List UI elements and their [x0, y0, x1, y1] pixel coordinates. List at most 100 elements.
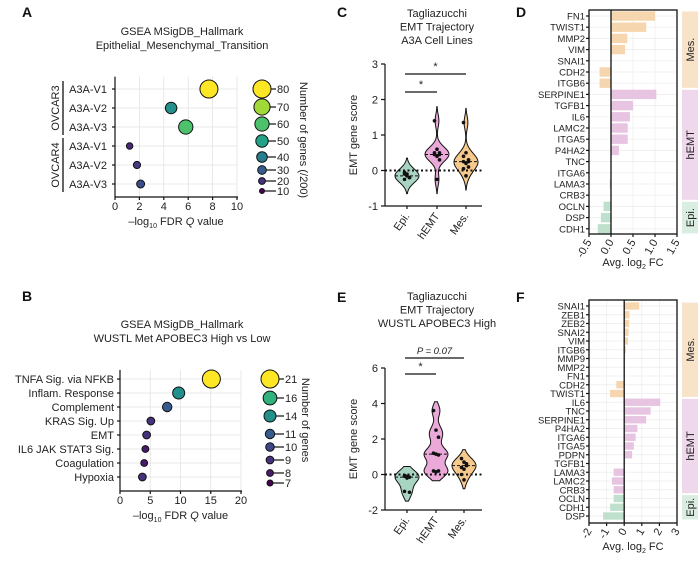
- data-point: [432, 150, 437, 155]
- x-tick-label: 15: [205, 495, 217, 507]
- data-point: [407, 175, 412, 180]
- group-strip: [682, 89, 698, 200]
- x-tick-label: 0: [112, 201, 118, 213]
- group-label: Mes.: [685, 38, 697, 62]
- gene-label: ITGA5: [558, 442, 585, 453]
- gene-label: TGFB1: [554, 101, 585, 112]
- gene-label: MMP2: [558, 363, 585, 374]
- dot-coagulation: [140, 459, 149, 467]
- y-tick-label: 0: [372, 470, 378, 482]
- gene-label: P4HA2: [555, 146, 585, 157]
- data-point: [407, 490, 412, 495]
- group-label: Epi.: [685, 208, 697, 227]
- bar-serpine1: [611, 89, 657, 100]
- gene-label: SNAI2: [558, 328, 585, 339]
- legend-swatch: [262, 390, 278, 406]
- bar-itga5: [624, 442, 634, 450]
- gene-label: LAMA3: [554, 180, 585, 191]
- data-point: [437, 158, 442, 162]
- gene-label: VIM: [568, 45, 585, 56]
- gene-label: CRB3: [560, 485, 585, 496]
- legend-swatch: [265, 442, 275, 452]
- group-strip: [682, 398, 698, 494]
- group-label: Mes.: [685, 338, 697, 362]
- group-label: hEMT: [685, 431, 697, 461]
- y-axis-label: EMT gene score: [348, 95, 360, 176]
- legend-value: 11: [285, 429, 296, 441]
- bar-cdh1: [610, 503, 625, 511]
- gene-label: CDH2: [559, 380, 585, 391]
- data-point: [436, 469, 441, 473]
- gene-label: ZEB2: [561, 319, 585, 330]
- y-tick-label: 3: [372, 59, 378, 71]
- x-axis-label-part: value: [194, 216, 223, 228]
- data-point: [437, 152, 442, 157]
- chart-title: GSEA MSigDB_Hallmark: [121, 26, 244, 38]
- legend-swatch: [258, 177, 266, 185]
- gene-label: TNC: [565, 407, 585, 418]
- legend-value: 40: [277, 152, 289, 164]
- row-label: EMT: [91, 430, 115, 442]
- bar-twist1: [610, 389, 625, 398]
- legend-value: 9: [285, 455, 291, 467]
- x-tick-label: 0.5: [621, 238, 639, 257]
- data-point: [436, 435, 441, 440]
- data-point: [459, 456, 464, 461]
- x-tick-label: 3: [669, 527, 682, 538]
- y-tick-label: 4: [372, 399, 378, 411]
- dot-emt: [142, 430, 151, 440]
- gene-label: TNC: [565, 157, 585, 168]
- legend-title: Number of genes (/200): [297, 82, 309, 198]
- panel-label: F: [516, 289, 525, 305]
- row-label: A3A-V2: [69, 160, 107, 172]
- legend-value: 70: [277, 102, 289, 114]
- dot-tnfa-sig-via-nfkb: [201, 369, 221, 389]
- legend-value: 20: [277, 176, 289, 188]
- category-label: Mes.: [448, 211, 472, 237]
- dot-hypoxia: [138, 472, 147, 482]
- x-tick-label: 4: [161, 201, 167, 213]
- legend-swatch: [265, 455, 275, 465]
- data-point: [435, 147, 439, 151]
- category-label: hEMT: [415, 515, 442, 546]
- gene-label: ZEB1: [561, 310, 585, 321]
- bar-crb3: [613, 486, 625, 494]
- data-point: [435, 177, 439, 182]
- legend-swatch: [254, 116, 270, 132]
- bar-serpine1: [624, 416, 647, 424]
- row-label: A3A-V1: [69, 84, 107, 96]
- legend-value: 60: [277, 119, 289, 131]
- legend-value: 21: [285, 374, 297, 386]
- category-label: hEMT: [416, 211, 443, 242]
- row-label: A3A-V3: [69, 179, 107, 191]
- gene-label: CDH1: [559, 503, 585, 514]
- bar-il6: [624, 398, 661, 406]
- dot-a3a-v1: [199, 79, 219, 99]
- legend-value: 80: [277, 84, 289, 96]
- bar-tnc: [624, 407, 651, 415]
- data-point: [464, 150, 468, 155]
- gene-label: CDH2: [559, 68, 585, 79]
- group-strip: [682, 495, 698, 520]
- x-tick-label: 1.0: [643, 238, 661, 257]
- group-strip: [682, 201, 698, 234]
- row-label: IL6 JAK STAT3 Sig.: [18, 444, 114, 456]
- significance-label: *: [419, 79, 424, 91]
- gene-label: DSP: [565, 512, 585, 523]
- x-tick-label: 5: [147, 495, 153, 507]
- gene-label: TGFB1: [554, 459, 585, 470]
- row-label: Complement: [52, 402, 114, 414]
- chart-title: WUSTL APOBEC3 High: [378, 318, 496, 330]
- x-tick-label: 6: [185, 201, 191, 213]
- y-tick-label: 2: [372, 95, 378, 107]
- x-tick-label: 10: [231, 201, 243, 213]
- x-axis-label-part: FDR: [161, 510, 190, 522]
- chart-title: A3A Cell Lines: [401, 35, 473, 47]
- data-point: [464, 462, 469, 466]
- group-strip: [682, 302, 698, 397]
- gene-label: ITGA6: [558, 168, 585, 179]
- gene-label: DSP: [565, 213, 585, 224]
- chart-title: Tagliazucchi: [407, 291, 467, 303]
- legend-value: 16: [285, 393, 297, 405]
